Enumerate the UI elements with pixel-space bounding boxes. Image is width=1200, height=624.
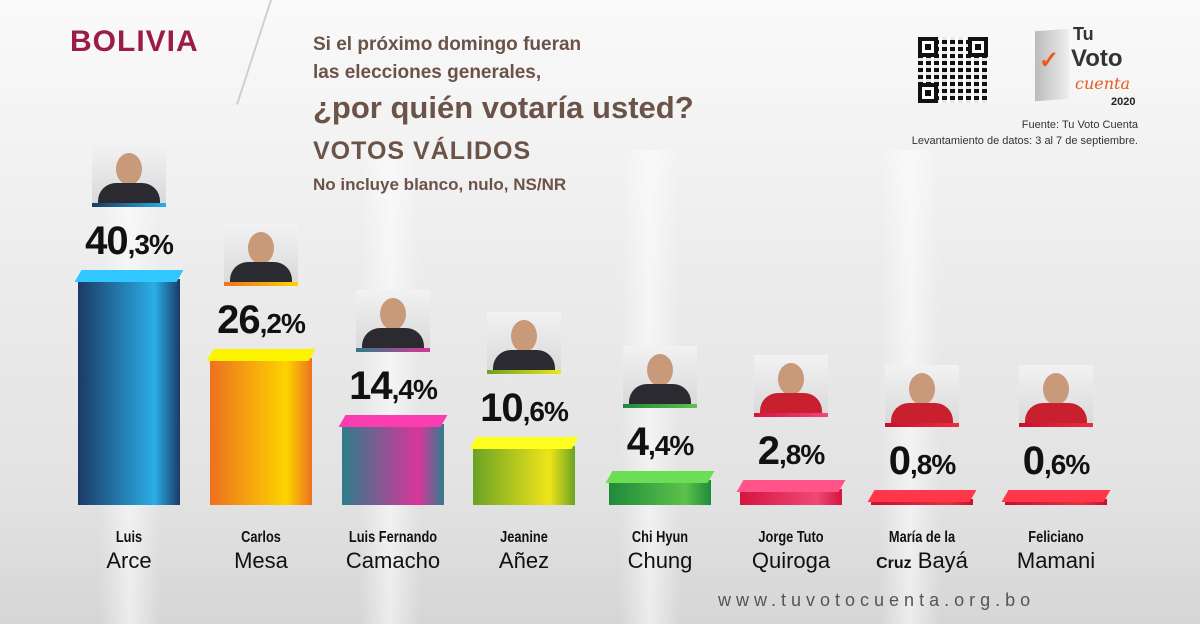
website-link[interactable]: www.tuvotocuenta.org.bo: [718, 590, 1036, 610]
value-label: 2,8%: [757, 429, 826, 474]
candidate-photo: [1019, 365, 1093, 427]
candidate-photo: [754, 355, 828, 418]
bar-quiroga: [736, 480, 846, 505]
candidate-photo: [224, 224, 298, 287]
divider: [236, 0, 272, 105]
value-label: 14,4%: [349, 364, 438, 409]
candidate-name: Chi Hyun Chung: [627, 529, 693, 573]
check-icon: ✓: [1039, 47, 1060, 74]
value-label: 0,8%: [888, 439, 957, 483]
candidate-name: Luis Fernando Camacho: [345, 529, 441, 573]
country-title: BOLIVIA: [70, 25, 199, 58]
subtitle: VOTOS VÁLIDOS: [313, 137, 532, 165]
bar-camacho: [338, 415, 448, 505]
question-line-2: las elecciones generales,: [313, 62, 542, 83]
question-main: ¿por quién votaría usted?: [313, 90, 694, 125]
survey-dates: Levantamiento de datos: 3 al 7 de septie…: [911, 135, 1138, 147]
candidate-name: Jorge Tuto Quiroga: [751, 529, 831, 573]
candidate-name: Jeanine Añez: [498, 529, 550, 573]
value-label: 40,3%: [85, 219, 174, 264]
candidate-photo: [885, 365, 959, 427]
bar-mamani: [1001, 490, 1111, 505]
value-label: 10,6%: [480, 385, 569, 430]
source: Fuente: Tu Voto Cuenta: [1021, 119, 1138, 131]
value-label: 26,2%: [217, 298, 306, 343]
qr-code-icon[interactable]: [918, 37, 988, 103]
candidate-photo: [487, 311, 561, 374]
background-stripe: [360, 150, 420, 624]
bar-arce: [74, 270, 184, 505]
tu-voto-cuenta-logo: ✓ Tu Voto cuenta 2020: [1035, 24, 1150, 114]
candidate-name: María de la Cruz Bayá: [876, 529, 968, 573]
value-label: 4,4%: [626, 420, 695, 465]
candidate-photo: [623, 346, 697, 409]
bar-chung: [605, 471, 715, 505]
note: No incluye blanco, nulo, NS/NR: [313, 175, 567, 194]
candidate-photo: [356, 290, 430, 353]
bar-añez: [469, 436, 579, 505]
candidate-name: Feliciano Mamani: [1016, 529, 1096, 573]
candidate-name: Carlos Mesa: [234, 529, 288, 573]
bar-bayá: [867, 490, 977, 505]
value-label: 0,6%: [1022, 439, 1091, 483]
candidate-name: Luis Arce: [106, 529, 152, 573]
question-line-1: Si el próximo domingo fueran: [313, 34, 582, 55]
bar-mesa: [206, 349, 316, 505]
candidate-photo: [92, 145, 166, 208]
